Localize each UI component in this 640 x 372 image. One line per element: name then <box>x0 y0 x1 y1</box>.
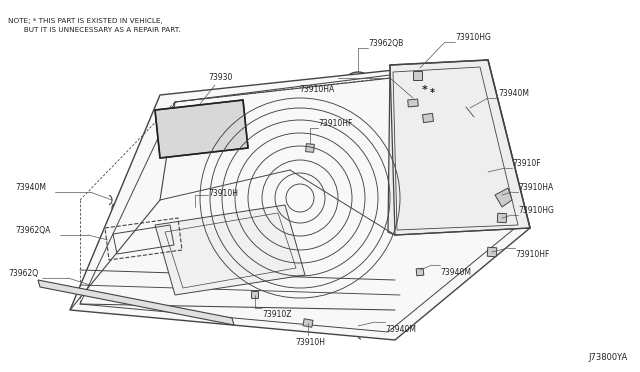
Polygon shape <box>495 188 512 207</box>
Text: 73910HG: 73910HG <box>518 206 554 215</box>
Text: *: * <box>429 88 435 98</box>
Text: 73910HF: 73910HF <box>515 250 549 259</box>
Polygon shape <box>155 100 248 158</box>
Polygon shape <box>303 319 313 327</box>
Text: 73962Q: 73962Q <box>8 269 38 278</box>
Text: 73910H: 73910H <box>208 189 238 198</box>
Polygon shape <box>38 280 234 325</box>
Text: 73910HA: 73910HA <box>300 85 335 94</box>
Circle shape <box>482 166 494 178</box>
Circle shape <box>193 205 197 209</box>
Text: 73940M: 73940M <box>498 89 529 98</box>
Text: 73910F: 73910F <box>512 159 541 168</box>
Text: 73910H: 73910H <box>295 338 325 347</box>
Text: NOTE; * THIS PART IS EXISTED IN VEHICLE,
       BUT IT IS UNNECESSARY AS A REPAI: NOTE; * THIS PART IS EXISTED IN VEHICLE,… <box>8 18 180 32</box>
Text: 73940M: 73940M <box>440 268 471 277</box>
Text: 73910Z: 73910Z <box>262 310 291 319</box>
Polygon shape <box>252 291 259 299</box>
Text: 73910HF: 73910HF <box>318 119 353 128</box>
Polygon shape <box>497 213 507 223</box>
Polygon shape <box>408 99 419 107</box>
Text: J73800YA: J73800YA <box>589 353 628 362</box>
Polygon shape <box>306 144 314 152</box>
Polygon shape <box>422 113 433 123</box>
Polygon shape <box>70 60 530 340</box>
Polygon shape <box>416 268 424 276</box>
Polygon shape <box>155 205 305 295</box>
Polygon shape <box>413 71 422 80</box>
Text: 73930: 73930 <box>208 73 232 82</box>
Text: 73940M: 73940M <box>15 183 46 192</box>
Text: 73910HG: 73910HG <box>455 33 491 42</box>
Text: 73962QA: 73962QA <box>15 226 51 235</box>
Text: *: * <box>422 85 428 95</box>
Text: 73910HA: 73910HA <box>518 183 553 192</box>
Polygon shape <box>388 60 530 235</box>
Polygon shape <box>487 247 497 257</box>
Text: 73962QB: 73962QB <box>368 39 403 48</box>
Text: 73940M: 73940M <box>385 325 416 334</box>
